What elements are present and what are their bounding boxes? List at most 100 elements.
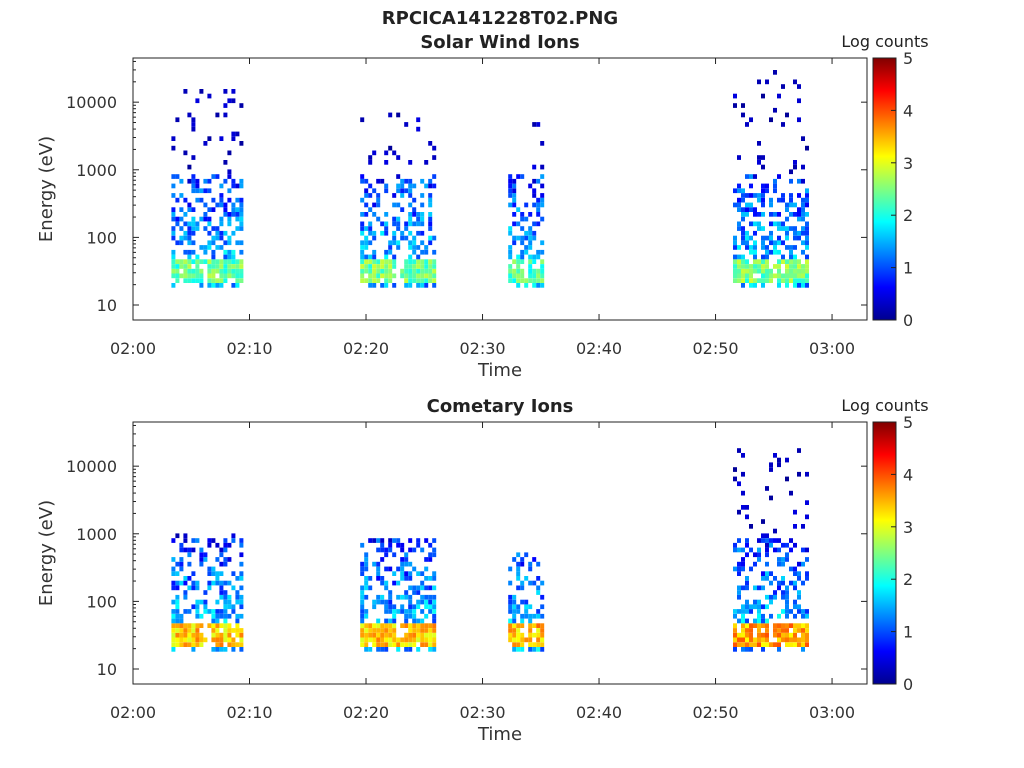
heatmap-cell [384,566,389,572]
heatmap-cell [420,571,425,576]
heatmap-cell [384,642,389,647]
heatmap-cell [191,221,196,227]
heatmap-cell [388,637,393,643]
heatmap-cell [195,221,200,227]
heatmap-cell [805,571,809,576]
heatmap-cell [187,632,192,638]
heatmap-cell [508,264,513,269]
colorbar-tick-label: 1 [903,623,913,642]
heatmap-cell [392,632,397,638]
heatmap-cell [540,642,545,647]
heatmap-cell [757,604,761,610]
heatmap-cell [360,264,365,269]
heatmap-cell [175,561,180,567]
heatmap-cell [733,245,737,250]
heatmap-cell [183,538,188,543]
heatmap-cell [219,632,224,638]
heatmap-cell [797,571,801,576]
heatmap-cell [420,547,425,553]
heatmap-cell [761,164,765,170]
heatmap-cell [171,216,176,222]
heatmap-cell [416,542,421,548]
heatmap-cell [199,278,204,283]
heatmap-cell [388,594,393,600]
heatmap-cell [360,174,365,179]
heatmap-cell [420,642,425,647]
heatmap-cell [805,221,809,227]
heatmap-cell [781,542,785,548]
heatmap-cell [741,278,745,283]
heatmap-cell [384,221,389,227]
heatmap-cell [432,268,437,274]
x-tick-label: 02:40 [576,339,622,358]
heatmap-cell [215,628,220,633]
heatmap-cell [388,604,393,610]
heatmap-cell [745,642,749,647]
heatmap-cell [761,519,765,524]
heatmap-cell [396,183,401,189]
heatmap-cell [364,585,369,591]
heatmap-cell [191,207,196,212]
heatmap-cell [785,542,789,548]
heatmap-cell [749,628,753,633]
heatmap-cell [368,268,373,274]
heatmap-cell [376,618,381,624]
heatmap-cell [372,150,377,156]
heatmap-cell [516,609,521,614]
heatmap-cell [195,580,200,586]
heatmap-cell [412,547,417,553]
heatmap-cell [781,221,785,227]
heatmap-cell [187,628,192,633]
heatmap-cell [175,264,180,269]
heatmap-cell [805,235,809,241]
heatmap-cell [175,278,180,283]
heatmap-cell [516,623,521,628]
heatmap-cell [757,278,761,283]
heatmap-cell [368,585,373,591]
heatmap-cell [516,268,521,274]
heatmap-cell [392,216,397,222]
heatmap-cell [528,623,533,628]
heatmap-cell [183,278,188,283]
heatmap-cell [793,264,797,269]
heatmap-cell [741,547,745,553]
heatmap-cell [777,580,781,586]
heatmap-cell [380,221,385,227]
heatmap-cell [412,235,417,241]
heatmap-cell [532,632,537,638]
heatmap-cell [753,599,757,605]
heatmap-cell [392,623,397,628]
heatmap-cell [416,254,421,260]
heatmap-cell [528,259,533,264]
heatmap-cell [536,273,541,279]
heatmap-cell [368,637,373,643]
heatmap-cell [432,594,437,600]
x-axis-label: Time [477,724,522,745]
heatmap-cell [219,193,224,198]
heatmap-cell [231,268,236,274]
heatmap-cell [532,642,537,647]
heatmap-cell [789,193,793,198]
heatmap-cell [745,193,749,198]
heatmap-cell [801,628,805,633]
heatmap-cell [753,552,757,558]
heatmap-cell [761,613,765,619]
y-tick-label: 1000 [76,161,117,180]
heatmap-cell [235,623,240,628]
heatmap-cell [749,524,753,529]
heatmap-cell [528,240,533,246]
heatmap-cell [761,183,765,189]
heatmap-cell [360,623,365,628]
heatmap-cell [211,637,216,643]
heatmap-cell [801,264,805,269]
heatmap-cell [231,538,236,543]
heatmap-cell [424,283,429,288]
heatmap-cell [376,642,381,647]
heatmap-cell [211,264,216,269]
heatmap-cell [179,613,184,619]
heatmap-cell [183,230,188,236]
heatmap-cell [432,642,437,647]
heatmap-cell [536,642,541,647]
heatmap-cell [384,160,389,165]
